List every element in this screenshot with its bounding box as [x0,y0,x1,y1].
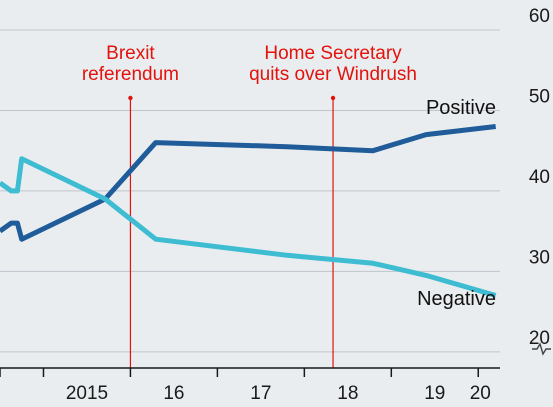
x-axis: 2015 16 17 18 19 20 [0,367,500,404]
x-tick-label-18: 18 [337,383,358,404]
x-tick-label-16: 16 [163,383,184,404]
series-lines [0,124,497,298]
series-line-negative [0,156,497,298]
axis-break-icon [532,342,551,356]
y-tick-label-40: 40 [529,167,550,188]
y-tick-label-20: 20 [529,328,550,349]
annotation-dot-2 [330,95,336,101]
y-tick-label-60: 60 [529,6,550,27]
y-tick-label-30: 30 [529,247,550,268]
y-tick-label-50: 50 [529,86,550,107]
series-label-negative: Negative [417,288,496,310]
annotation-text-2-2: quits over Windrush [249,64,417,85]
annotation-lines [128,95,336,368]
y-axis-break [532,342,551,356]
annotation-text-1-1: Brexit [106,43,155,64]
x-tick-label-17: 17 [250,383,271,404]
series-line-positive [0,124,496,242]
series-label-positive: Positive [426,97,496,119]
x-tick-label-2015: 2015 [66,383,108,404]
x-tick-label-20: 20 [470,383,491,404]
annotation-dot-1 [128,95,133,101]
annotation-text-1-2: referendum [82,64,179,85]
annotation-text-2-1: Home Secretary [264,43,402,64]
x-tick-label-19: 19 [424,383,445,404]
